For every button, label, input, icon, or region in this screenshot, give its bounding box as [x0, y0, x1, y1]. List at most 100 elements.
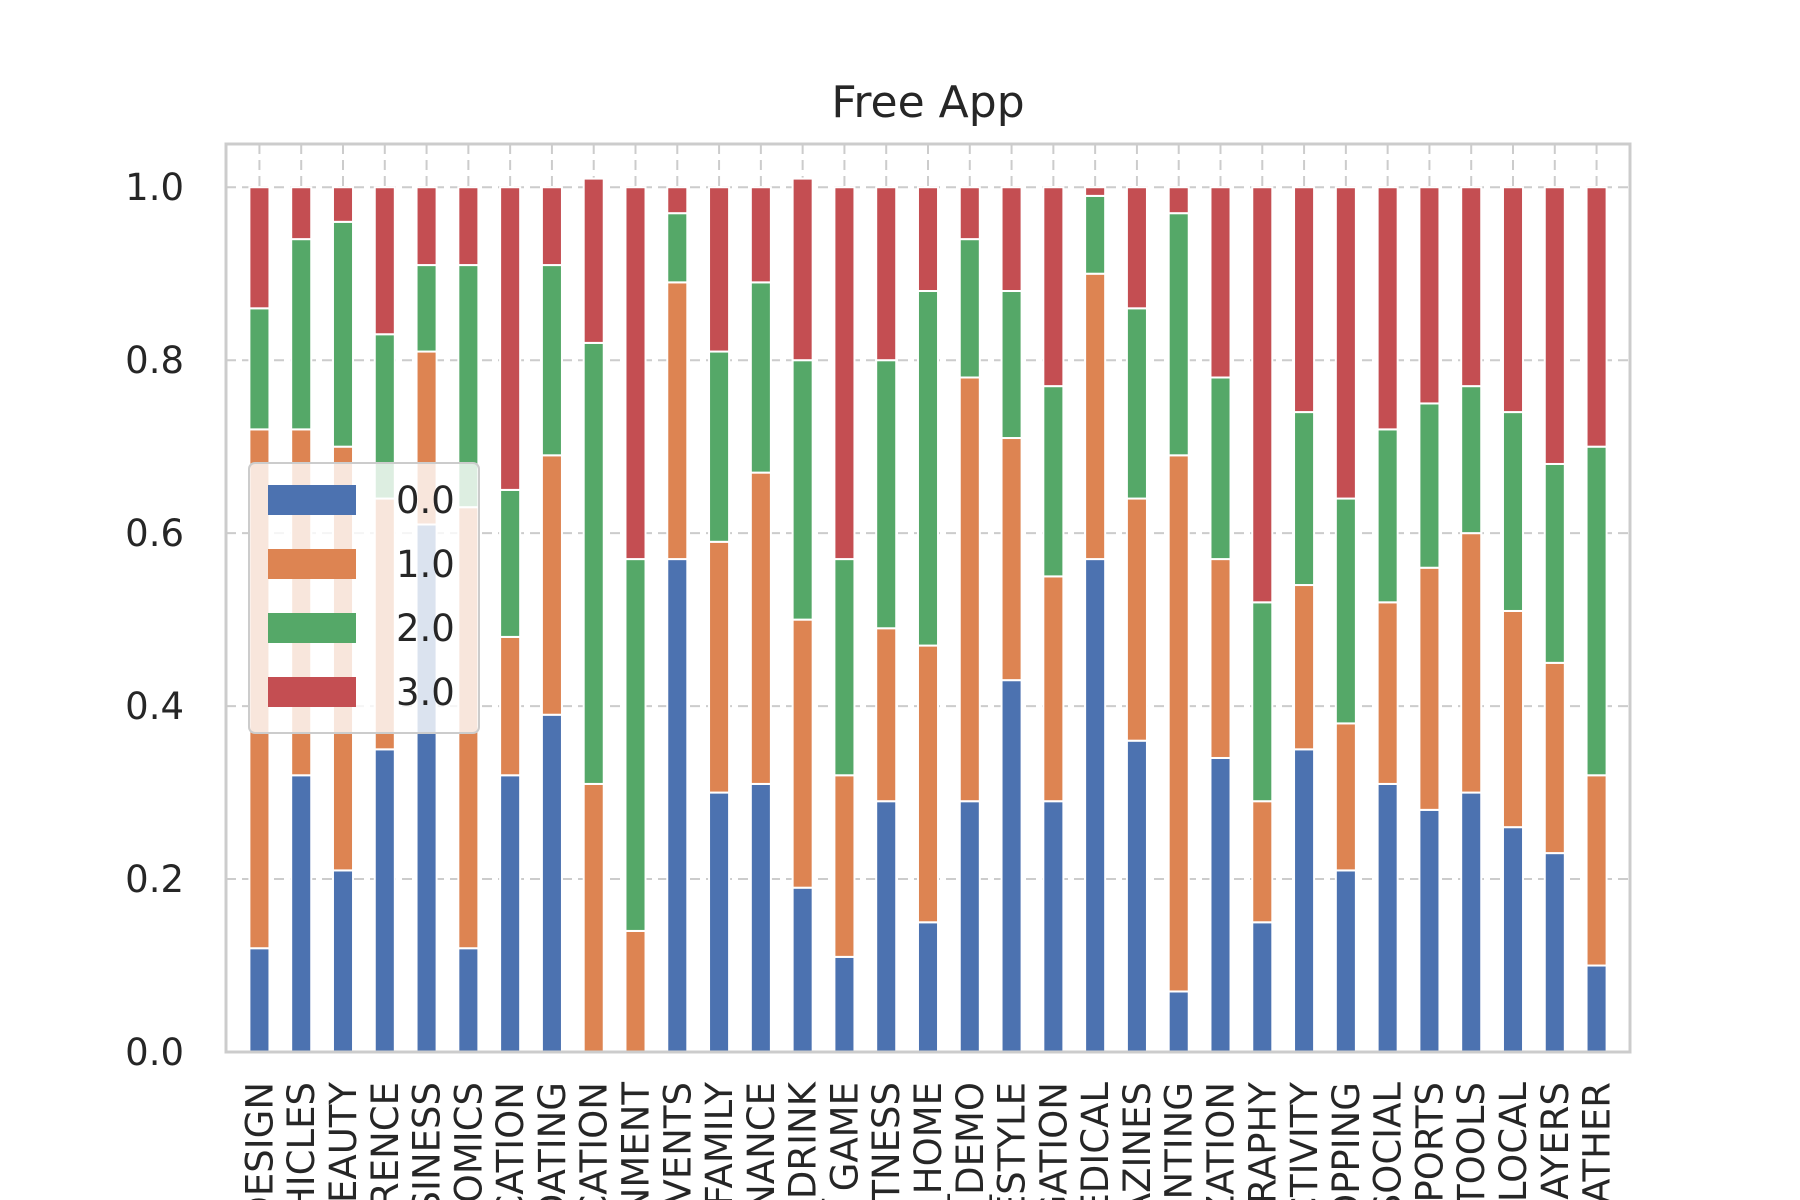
x-tick-label: GAME: [823, 1082, 866, 1191]
bar-segment: [791, 618, 814, 889]
y-axis-ticks: 0.0 0.2 0.4 0.6 0.8 1.0: [125, 166, 184, 1074]
legend-label: 3.0: [396, 671, 455, 714]
legend-swatch: [268, 677, 356, 707]
bar-segment: [540, 264, 563, 457]
x-tick-label: NEWS_AND_MAGAZINES: [1116, 1082, 1159, 1200]
bar-segment: [666, 212, 689, 284]
bar-segment: [1084, 186, 1107, 197]
x-tick-label: HEALTH_AND_FITNESS: [865, 1082, 908, 1200]
x-tick-label: HOUSE_AND_HOME: [907, 1082, 950, 1200]
bar-segment: [248, 947, 271, 1054]
bar-segment: [624, 558, 647, 932]
bar-segment: [1042, 800, 1065, 1053]
x-tick-label: LIBRARIES_AND_DEMO: [949, 1082, 992, 1200]
bar-segment: [875, 627, 898, 803]
bar-segment: [1293, 411, 1316, 587]
legend-swatch: [268, 613, 356, 643]
bar-segment: [1585, 964, 1608, 1053]
x-tick-label: FOOD_AND_DRINK: [782, 1080, 825, 1200]
bar-segment: [1125, 186, 1148, 310]
bar-segment: [916, 290, 940, 647]
x-tick-label: PERSONALIZATION: [1200, 1082, 1243, 1200]
bar-segment: [791, 177, 814, 362]
bar-segment: [708, 186, 731, 353]
bar-segment: [457, 186, 480, 267]
bar-segment: [1251, 800, 1274, 924]
bar-segment: [624, 929, 647, 1054]
bar-segment: [833, 774, 856, 958]
x-tick-label: BEAUTY: [322, 1082, 365, 1200]
x-tick-label: MAPS_AND_NAVIGATION: [1032, 1082, 1075, 1200]
x-axis-ticks: ART_AND_DESIGNAUTO_AND_VEHICLESBEAUTYBOO…: [238, 1080, 1618, 1200]
x-tick-label: TRAVEL_AND_LOCAL: [1492, 1082, 1535, 1200]
bar-segment: [1418, 808, 1441, 1053]
bar-segment: [1460, 385, 1483, 535]
y-tick-label: 0.8: [125, 339, 184, 382]
bar-segment: [1376, 428, 1399, 604]
bar-segment: [666, 281, 689, 561]
bar-segment: [1543, 462, 1566, 664]
x-tick-label: SPORTS: [1408, 1082, 1451, 1200]
bar-segment: [1042, 575, 1065, 803]
bar-segment: [290, 238, 313, 431]
bar-segment: [499, 488, 522, 638]
bar-segment: [958, 800, 981, 1053]
bar-segment: [331, 869, 355, 1054]
y-tick-label: 0.2: [125, 858, 184, 901]
x-tick-label: VIDEO_PLAYERS: [1534, 1082, 1577, 1200]
bar-segment: [248, 307, 271, 431]
bar-segment: [875, 186, 898, 362]
bar-segment: [331, 186, 355, 223]
x-tick-label: SOCIAL: [1367, 1082, 1410, 1200]
bar-segment: [1251, 186, 1274, 604]
bar-segment: [1000, 290, 1023, 440]
bar-segment: [833, 186, 856, 561]
bar-segment: [1084, 194, 1107, 275]
bar-segment: [708, 350, 731, 543]
bar-segment: [582, 341, 605, 785]
x-tick-label: AUTO_AND_VEHICLES: [280, 1082, 323, 1200]
x-tick-label: SHOPPING: [1325, 1082, 1368, 1200]
bar-segment: [1251, 601, 1274, 803]
bar-segment: [1293, 584, 1316, 751]
bar-segment: [1334, 186, 1357, 500]
x-tick-label: EVENTS: [656, 1082, 699, 1200]
x-tick-label: EDUCATION: [573, 1082, 616, 1200]
legend-label: 2.0: [396, 607, 455, 650]
x-tick-label: ENTERTAINMENT: [615, 1082, 658, 1200]
bar-segment: [457, 947, 480, 1054]
bar-segment: [666, 558, 689, 1053]
x-tick-label: FAMILY: [698, 1082, 741, 1200]
bar-segment: [1543, 661, 1566, 855]
bar-segment: [1209, 376, 1232, 561]
bar-segment: [1042, 385, 1065, 578]
bar-segment: [1042, 186, 1065, 388]
bar-segment: [1501, 826, 1525, 1054]
chart-title: Free App: [831, 77, 1024, 128]
x-tick-label: PARENTING: [1158, 1082, 1201, 1200]
bar-segment: [1125, 497, 1148, 742]
bar-segment: [708, 791, 731, 1053]
bar-segment: [1167, 186, 1190, 215]
bar-segment: [373, 748, 396, 1053]
bar-segment: [1125, 739, 1148, 1054]
x-tick-label: PHOTOGRAPHY: [1241, 1082, 1284, 1200]
bar-segment: [875, 800, 898, 1053]
x-tick-label: COMICS: [447, 1082, 490, 1200]
x-tick-label: PRODUCTIVITY: [1283, 1082, 1326, 1200]
bar-segment: [833, 955, 856, 1054]
bar-segment: [1251, 921, 1274, 1053]
bar-segment: [1543, 186, 1566, 465]
x-tick-label: WEATHER: [1576, 1082, 1619, 1200]
y-tick-label: 0.6: [125, 512, 184, 555]
bar-segment: [875, 359, 898, 630]
bar-segment: [1501, 411, 1525, 612]
bar-segment: [1334, 869, 1357, 1054]
bar-segment: [1167, 454, 1190, 993]
x-tick-label: BOOKS_AND_REFERENCE: [364, 1082, 407, 1200]
bar-segment: [1376, 186, 1399, 431]
bar-segment: [749, 281, 772, 474]
bar-segment: [1460, 791, 1483, 1053]
bar-segment: [1209, 186, 1232, 379]
